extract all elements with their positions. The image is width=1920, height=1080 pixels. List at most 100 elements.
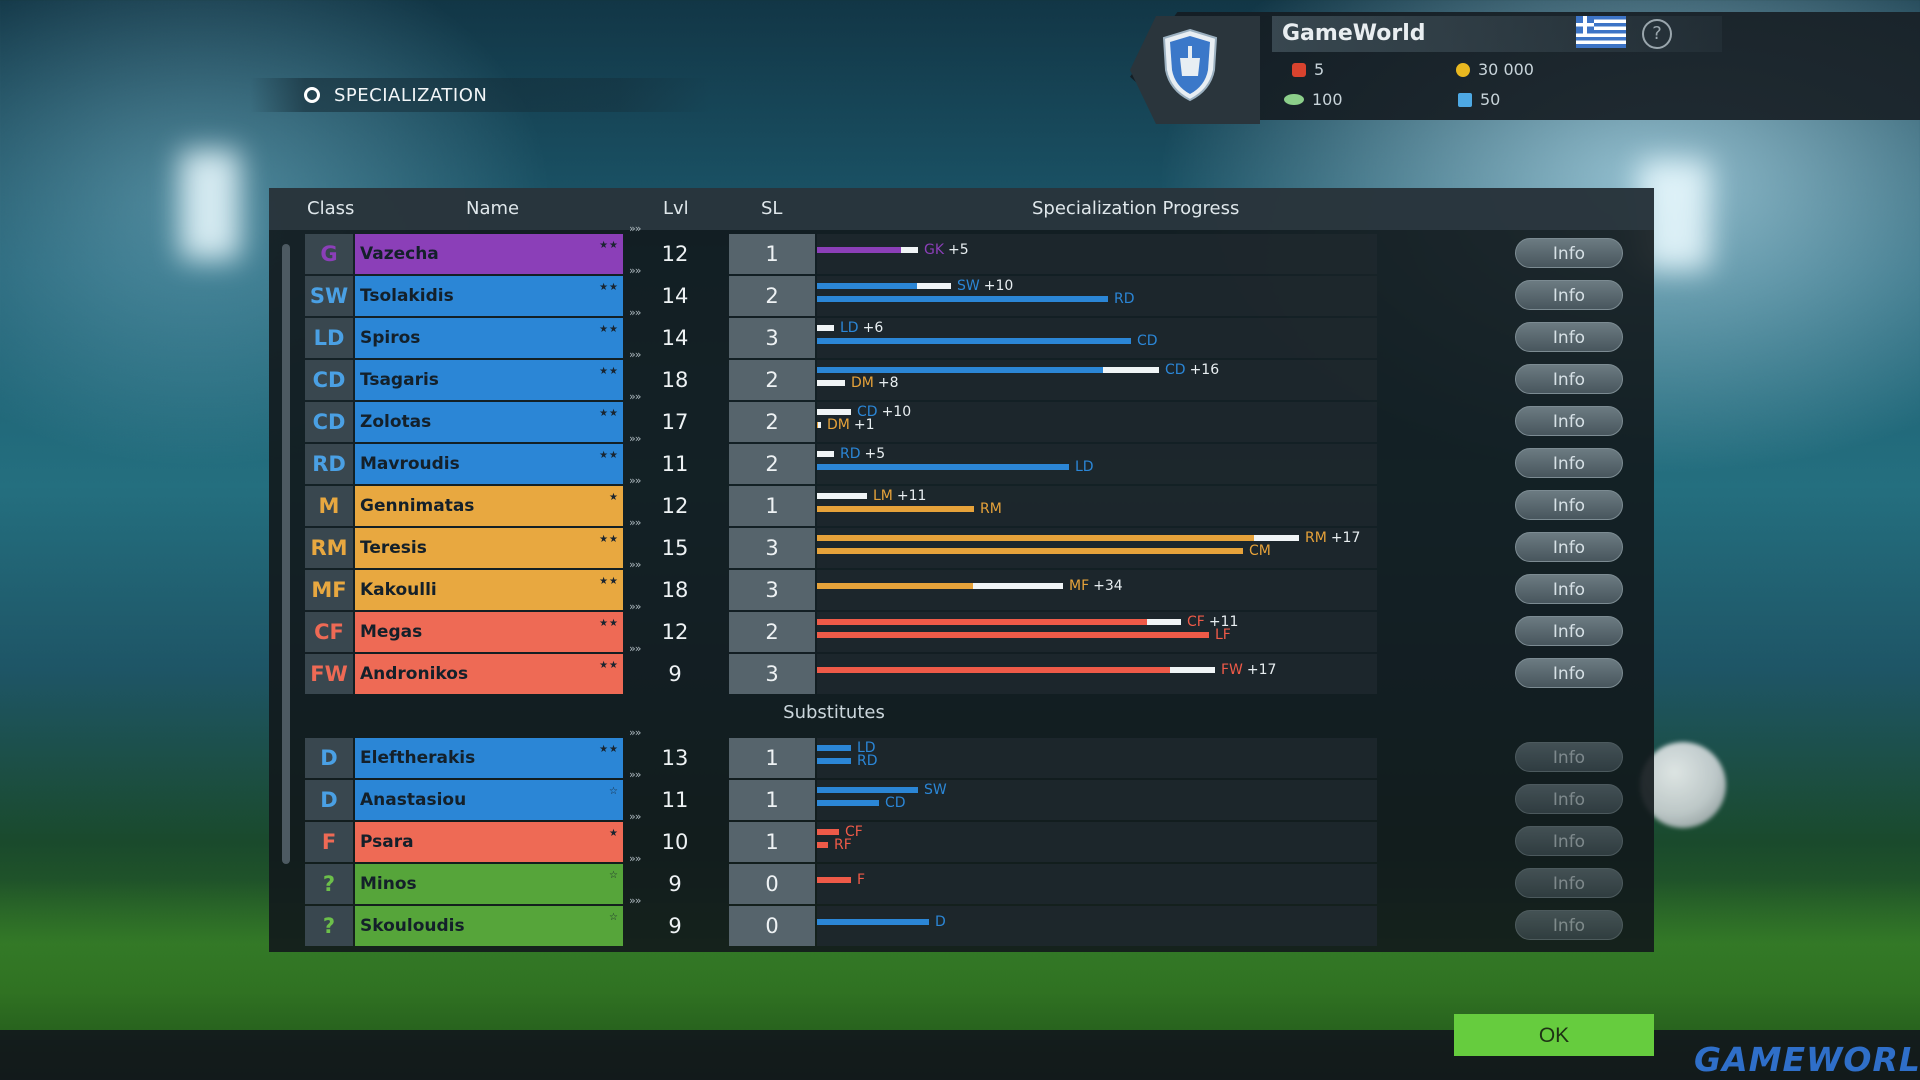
player-name-cell[interactable]: Eleftherakis ★★ xyxy=(355,738,623,778)
greece-flag-icon[interactable] xyxy=(1576,16,1626,48)
player-name: Vazecha xyxy=(360,244,439,264)
column-class: Class xyxy=(307,198,355,219)
progress-label: SW xyxy=(924,783,951,797)
info-button[interactable]: Info xyxy=(1515,868,1623,898)
player-row[interactable]: D Anastasiou ☆»» 11 1 SW CD Info xyxy=(305,768,1655,820)
player-name-cell[interactable]: Teresis ★★ xyxy=(355,528,623,568)
player-name-cell[interactable]: Minos ☆ xyxy=(355,864,623,904)
progress-cell: F xyxy=(817,864,1377,904)
progress-cell: CD +10 DM +1 xyxy=(817,402,1377,442)
progress-bar xyxy=(817,583,973,589)
player-row[interactable]: ? Skouloudis ☆ »» 9 0 D Info xyxy=(305,894,1655,946)
player-sl: 3 xyxy=(729,654,815,694)
info-button[interactable]: Info xyxy=(1515,406,1623,436)
progress-gain-bar xyxy=(973,583,1063,589)
player-row[interactable]: RM Teresis ★★»» 15 3 RM +17 CM Info xyxy=(305,516,1655,568)
progress-label: RF xyxy=(834,838,856,852)
bonus-value: +17 xyxy=(1330,530,1361,546)
scrollbar[interactable] xyxy=(282,244,290,864)
player-row[interactable]: ? Minos ☆ »» 9 0 F Info xyxy=(305,852,1655,904)
progress-cell: RD +5 LD xyxy=(817,444,1377,484)
position-code: RM xyxy=(1305,530,1327,546)
position-code: SW xyxy=(924,782,947,798)
player-row[interactable]: F Psara ★»» 10 1 CF RF Info xyxy=(305,810,1655,862)
info-button[interactable]: Info xyxy=(1515,910,1623,940)
player-name-cell[interactable]: Zolotas ★★ xyxy=(355,402,623,442)
player-class: RD xyxy=(305,444,353,484)
player-sl: 2 xyxy=(729,276,815,316)
progress-cell: CF +11 LF xyxy=(817,612,1377,652)
player-name-cell[interactable]: Tsagaris ★★ xyxy=(355,360,623,400)
info-button[interactable]: Info xyxy=(1515,490,1623,520)
player-level: 12 xyxy=(661,494,689,518)
progress-label: CD xyxy=(885,796,910,810)
progress-label: CD xyxy=(1137,334,1162,348)
player-row[interactable]: CD Zolotas ★★»» 17 2 CD +10 DM +1 Info xyxy=(305,390,1655,442)
info-button[interactable]: Info xyxy=(1515,616,1623,646)
ok-button[interactable]: OK xyxy=(1454,1014,1654,1056)
progress-bar xyxy=(817,619,1147,625)
player-row[interactable]: RD Mavroudis ★★»» 11 2 RD +5 LD Info xyxy=(305,432,1655,484)
info-button[interactable]: Info xyxy=(1515,574,1623,604)
info-button[interactable]: Info xyxy=(1515,742,1623,772)
position-code: LM xyxy=(873,488,893,504)
info-button[interactable]: Info xyxy=(1515,448,1623,478)
progress-bar xyxy=(817,548,1243,554)
club-crest[interactable] xyxy=(1130,16,1260,124)
player-row[interactable]: LD Spiros ★★»» 14 3 LD +6 CD Info xyxy=(305,306,1655,358)
player-name-cell[interactable]: Mavroudis ★★ xyxy=(355,444,623,484)
player-name: Tsagaris xyxy=(360,370,439,390)
player-name-cell[interactable]: Vazecha ★★ xyxy=(355,234,623,274)
player-name-cell[interactable]: Psara ★ xyxy=(355,822,623,862)
progress-gain-bar xyxy=(817,325,834,331)
info-button[interactable]: Info xyxy=(1515,364,1623,394)
player-name-cell[interactable]: Tsolakidis ★★ xyxy=(355,276,623,316)
progress-label: LD +6 xyxy=(840,321,883,335)
info-button[interactable]: Info xyxy=(1515,658,1623,688)
chevron-icon: »» xyxy=(629,558,642,571)
star-icon: ☆ xyxy=(609,912,619,923)
player-name-cell[interactable]: Andronikos ★★ xyxy=(355,654,623,694)
player-level: 11 xyxy=(661,452,689,476)
player-row[interactable]: D Eleftherakis ★★»» 13 1 LD RD Info xyxy=(305,726,1655,778)
stat-jerseys: 50 xyxy=(1458,90,1500,109)
player-level: 10 xyxy=(661,830,689,854)
player-name-cell[interactable]: Skouloudis ☆ xyxy=(355,906,623,946)
position-code: RF xyxy=(834,837,852,853)
progress-label: LF xyxy=(1215,628,1235,642)
position-code: RD xyxy=(1114,291,1135,307)
player-name-cell[interactable]: Kakoulli ★★ xyxy=(355,570,623,610)
info-button[interactable]: Info xyxy=(1515,322,1623,352)
bonus-value: +5 xyxy=(864,446,886,462)
progress-cell: LM +11 RM xyxy=(817,486,1377,526)
player-row[interactable]: CD Tsagaris ★★»» 18 2 CD +16 DM +8 Info xyxy=(305,348,1655,400)
info-button[interactable]: Info xyxy=(1515,826,1623,856)
player-class: D xyxy=(305,738,353,778)
info-button[interactable]: Info xyxy=(1515,784,1623,814)
position-code: RD xyxy=(840,446,861,462)
player-name-cell[interactable]: Megas ★★ xyxy=(355,612,623,652)
player-row[interactable]: MF Kakoulli ★★»» 18 3 MF +34 Info xyxy=(305,558,1655,610)
progress-gain-bar xyxy=(1147,619,1181,625)
progress-label: LD xyxy=(857,741,880,755)
info-button[interactable]: Info xyxy=(1515,532,1623,562)
star-icon: ★★ xyxy=(599,618,619,629)
progress-label: CD +16 xyxy=(1165,363,1219,377)
player-name-cell[interactable]: Anastasiou ☆ xyxy=(355,780,623,820)
player-row[interactable]: CF Megas ★★»» 12 2 CF +11 LF Info xyxy=(305,600,1655,652)
player-name-cell[interactable]: Gennimatas ★ xyxy=(355,486,623,526)
player-row[interactable]: SW Tsolakidis ★★»» 14 2 SW +10 RD Info xyxy=(305,264,1655,316)
player-row[interactable]: G Vazecha ★★ »» 12 1 GK +5 Info xyxy=(305,222,1655,274)
progress-bar xyxy=(817,338,1131,344)
progress-label: CF +11 xyxy=(1187,615,1238,629)
player-name-cell[interactable]: Spiros ★★ xyxy=(355,318,623,358)
info-button[interactable]: Info xyxy=(1515,280,1623,310)
progress-bar xyxy=(817,667,1170,673)
chevron-icon: »» xyxy=(629,810,642,823)
info-button[interactable]: Info xyxy=(1515,238,1623,268)
player-row[interactable]: FW Andronikos ★★»» 9 3 FW +17 Info xyxy=(305,642,1655,694)
star-icon: ★★ xyxy=(599,660,619,671)
player-level: 18 xyxy=(661,368,689,392)
help-icon[interactable]: ? xyxy=(1642,19,1672,49)
player-row[interactable]: M Gennimatas ★ »» 12 1 LM +11 RM Info xyxy=(305,474,1655,526)
